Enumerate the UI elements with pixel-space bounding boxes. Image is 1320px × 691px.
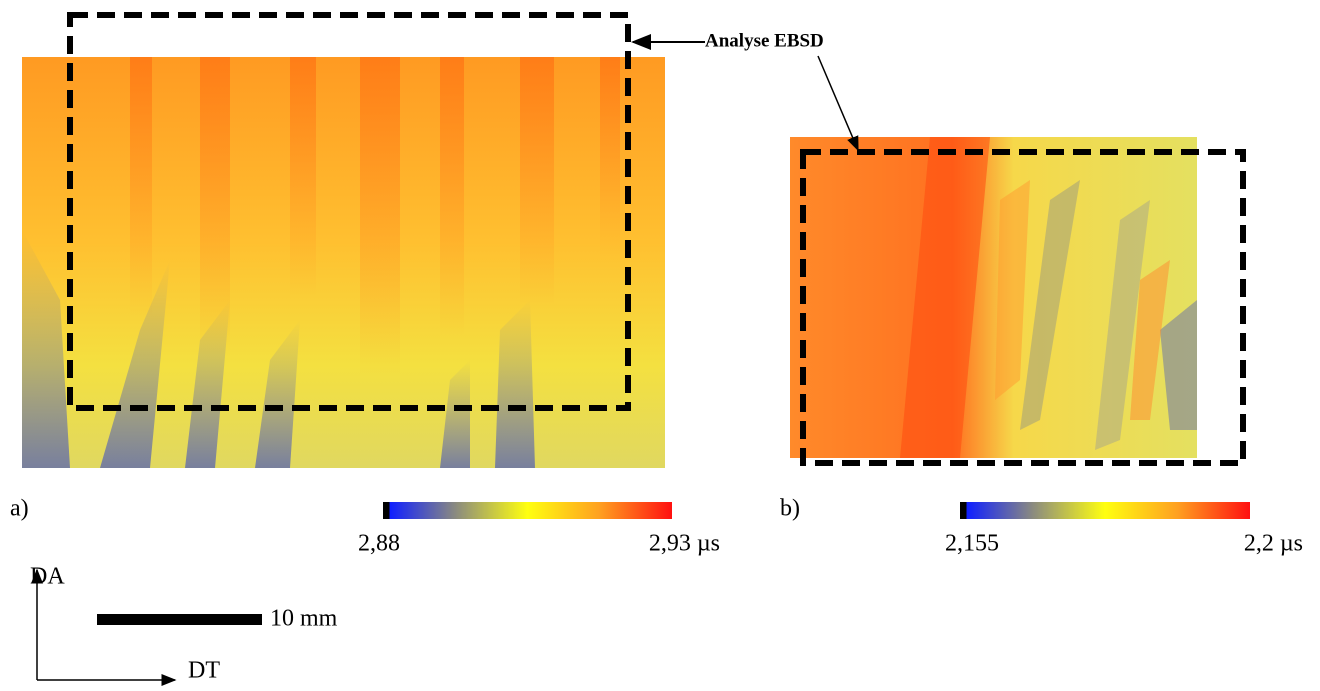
panel-label: b) — [780, 496, 800, 522]
colorbar-min: 2,155 — [945, 531, 999, 557]
orientation-label: DT — [188, 658, 220, 684]
annotation: Analyse EBSD — [705, 30, 824, 51]
map-a — [22, 57, 665, 468]
ebsd-box-a — [67, 12, 631, 411]
map-b — [790, 137, 1197, 458]
scale-bar-label: 10 mm — [270, 606, 338, 632]
colorbar-min: 2,88 — [358, 531, 400, 557]
orientation-label: DA — [30, 564, 65, 590]
panel-label: a) — [10, 496, 29, 522]
colorbar — [960, 502, 1250, 519]
colorbar-max: 2,93 µs — [649, 531, 720, 557]
colorbar — [383, 502, 672, 519]
annotation-arrow — [817, 55, 859, 152]
ebsd-box-b — [800, 149, 1246, 466]
scale-bar — [97, 614, 262, 625]
colorbar-max: 2,2 µs — [1244, 531, 1303, 557]
